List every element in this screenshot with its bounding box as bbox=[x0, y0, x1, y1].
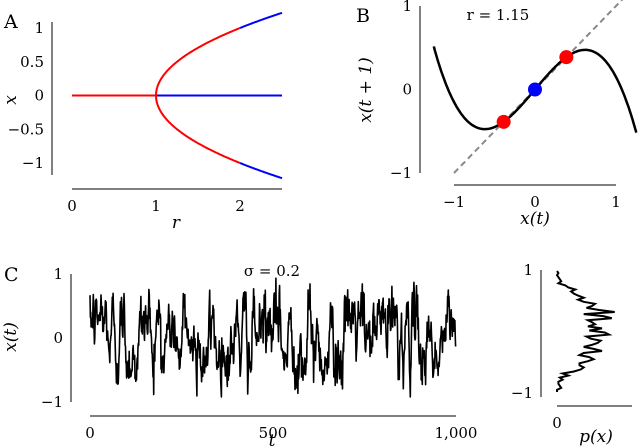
panel-b-ytick-label: 0 bbox=[402, 81, 412, 99]
panel-c-label: C bbox=[4, 264, 19, 286]
panel-c: C σ = 0.2 1 0 −1 0 500 1,000 t x(t) bbox=[1, 262, 477, 448]
panel-c-xtick-label: 1,000 bbox=[435, 424, 478, 442]
panel-c-y-ticks: 1 0 −1 bbox=[41, 265, 63, 411]
panel-c-xlabel: t bbox=[269, 431, 276, 448]
panel-a-ytick-label: −0.5 bbox=[8, 120, 44, 138]
panel-a-ytick-label: 0.5 bbox=[20, 53, 44, 71]
panel-c-density-series bbox=[555, 270, 615, 392]
panel-c-density-xlabel: p(x) bbox=[579, 427, 613, 447]
panel-c-x-ticks: 0 500 1,000 bbox=[85, 424, 477, 442]
panel-b-xtick-label: 1 bbox=[611, 193, 621, 211]
panel-a-xtick-label: 1 bbox=[151, 197, 161, 215]
panel-b-xtick-label: −1 bbox=[443, 193, 465, 211]
panel-b-ytick-label: 1 bbox=[402, 0, 412, 15]
panel-a-ylabel: x bbox=[1, 95, 21, 105]
panel-b-marks bbox=[432, 0, 638, 174]
panel-b-fixed-point bbox=[496, 114, 511, 129]
panel-a-lower_branch_unstable-line bbox=[239, 162, 283, 180]
panel-c-time-series-line bbox=[89, 277, 457, 398]
panel-c-ytick-label: 1 bbox=[53, 265, 63, 283]
panel-a-ytick-label: 0 bbox=[34, 87, 44, 105]
panel-b-ytick-label: −1 bbox=[390, 164, 412, 182]
panel-a-upper_branch_unstable-line bbox=[239, 11, 283, 29]
panel-c-series bbox=[89, 277, 457, 398]
panel-c-density-line bbox=[555, 270, 615, 392]
panel-a: A 1 0.5 0 −0.5 −1 0 1 2 r x bbox=[1, 11, 283, 233]
panel-c-density-ytick-label: 1 bbox=[523, 261, 533, 279]
panel-c-xtick-label: 500 bbox=[259, 424, 288, 442]
panel-c-ylabel: x(t) bbox=[1, 322, 21, 352]
panel-c-ytick-label: 0 bbox=[53, 329, 63, 347]
panel-a-series bbox=[72, 11, 283, 180]
panel-b-x-ticks: −1 0 1 bbox=[443, 193, 621, 211]
panel-b-xlabel: x(t) bbox=[520, 209, 550, 229]
panel-b-ylabel: x(t + 1) bbox=[356, 57, 376, 123]
panel-a-ytick-label: −1 bbox=[22, 154, 44, 172]
panel-a-xtick-label: 0 bbox=[67, 197, 77, 215]
panel-c-density-ytick-label: −1 bbox=[511, 384, 533, 402]
panel-c-ytick-label: −1 bbox=[41, 393, 63, 411]
panel-a-ytick-label: 1 bbox=[34, 19, 44, 37]
panel-a-upper_branch_stable-line bbox=[155, 27, 241, 96]
panel-b-y-ticks: 1 0 −1 bbox=[390, 0, 412, 182]
panel-a-xlabel: r bbox=[172, 213, 181, 233]
panel-b-title: r = 1.15 bbox=[467, 6, 530, 24]
panel-c-density-xtick-label: 0 bbox=[552, 414, 562, 432]
panel-b-label: B bbox=[356, 5, 370, 27]
panel-a-label: A bbox=[3, 11, 18, 33]
panel-c-density: 1 −1 0 p(x) bbox=[511, 261, 632, 447]
panel-c-xtick-label: 0 bbox=[85, 424, 95, 442]
panel-b-fixed-point bbox=[528, 82, 542, 97]
panel-b-fixed-point bbox=[559, 50, 574, 65]
panel-a-lower_branch_stable-line bbox=[155, 95, 241, 164]
panel-b-xtick-label: 0 bbox=[530, 193, 540, 211]
panel-b: B r = 1.15 1 0 −1 −1 0 1 x(t) x(t + 1) bbox=[356, 0, 638, 229]
panel-a-y-ticks: 1 0.5 0 −0.5 −1 bbox=[8, 19, 44, 172]
panel-c-density-x-ticks: 0 bbox=[552, 414, 562, 432]
panel-c-density-y-ticks: 1 −1 bbox=[511, 261, 533, 402]
panel-a-xtick-label: 2 bbox=[235, 197, 245, 215]
panel-c-title: σ = 0.2 bbox=[244, 262, 300, 280]
panel-a-x-ticks: 0 1 2 bbox=[67, 197, 245, 215]
